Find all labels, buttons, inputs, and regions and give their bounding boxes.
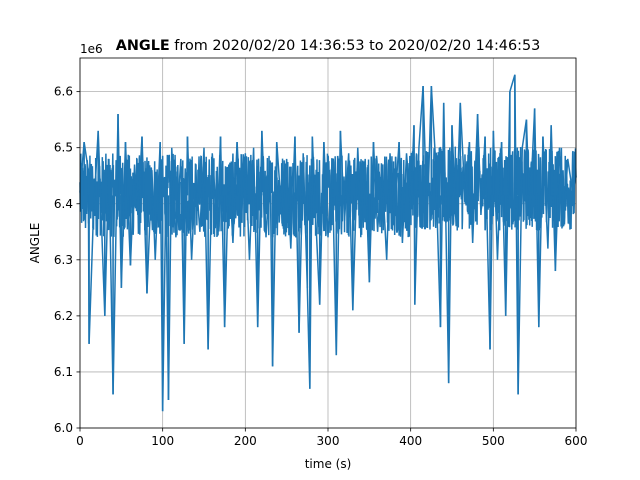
axis-ticks: 0 100 200 300 400 500 600 6.0 6.1 6.2 6.3 6.4 6.5 6.6 (54, 85, 588, 448)
y-axis-label: ANGLE (28, 223, 42, 264)
y-tick-label: 6.0 (54, 421, 73, 435)
chart-title-rest: from 2020/02/20 14:36:53 to 2020/02/20 1… (170, 38, 541, 54)
series-line-band (79, 146, 577, 238)
y-tick-label: 6.3 (54, 253, 73, 267)
chart-title: ANGLE from 2020/02/20 14:36:53 to 2020/0… (116, 38, 541, 54)
y-offset-label: 1e6 (80, 42, 103, 56)
y-tick-label: 6.5 (54, 141, 73, 155)
x-axis-label: time (s) (305, 457, 352, 471)
x-tick-label: 300 (317, 434, 340, 448)
x-tick-label: 0 (76, 434, 84, 448)
x-tick-label: 200 (234, 434, 257, 448)
x-tick-label: 400 (399, 434, 422, 448)
series-line (79, 74, 577, 412)
y-tick-label: 6.4 (54, 197, 73, 211)
series-line-layer (79, 74, 577, 412)
y-tick-label: 6.6 (54, 85, 73, 99)
x-tick-label: 100 (151, 434, 174, 448)
chart-title-bold: ANGLE (116, 38, 170, 54)
x-tick-label: 500 (482, 434, 505, 448)
y-tick-label: 6.1 (54, 365, 73, 379)
y-tick-label: 6.2 (54, 309, 73, 323)
x-tick-label: 600 (565, 434, 588, 448)
